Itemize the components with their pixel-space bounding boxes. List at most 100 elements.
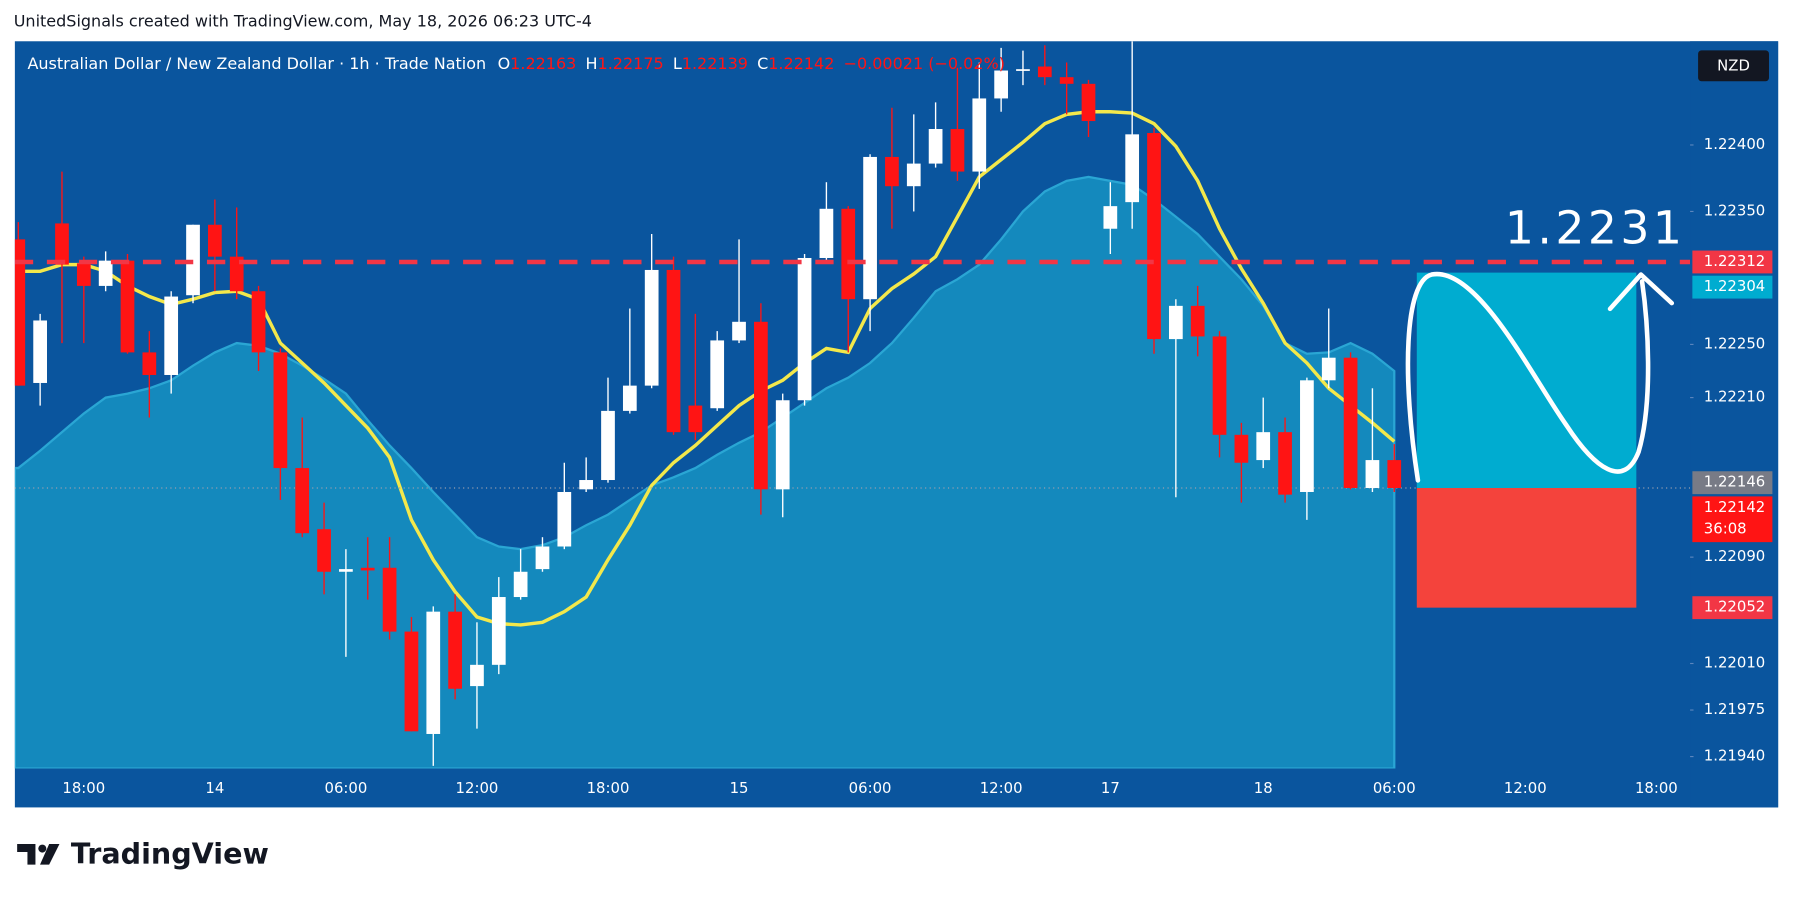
- plot: [14, 41, 1691, 769]
- legend: Australian Dollar / New Zealand Dollar ·…: [27, 54, 1005, 73]
- y-tick-label: 1.22090: [1704, 547, 1765, 565]
- y-tick-label: 1.21940: [1704, 747, 1765, 765]
- candle-body: [950, 129, 965, 172]
- candle-body: [1103, 206, 1118, 229]
- candle-body: [622, 385, 637, 411]
- candle-body: [317, 529, 331, 572]
- x-tick-label: 12:00: [456, 779, 499, 797]
- candle-body: [644, 269, 659, 386]
- legend-title: Australian Dollar / New Zealand Dollar ·…: [27, 54, 486, 73]
- logo-dot: [38, 844, 47, 853]
- x-tick-label: 15: [730, 779, 749, 797]
- y-tick-label: 1.22350: [1704, 201, 1765, 219]
- x-tick-label: 14: [205, 779, 224, 797]
- candle-body: [535, 546, 550, 570]
- candle-body: [1321, 357, 1336, 381]
- candle-body: [1387, 460, 1402, 489]
- candle-body: [1343, 357, 1358, 489]
- x-tick-label: 12:00: [1504, 779, 1547, 797]
- candle-body: [863, 156, 877, 300]
- x-tick-label: 12:00: [980, 779, 1023, 797]
- candle-body: [972, 98, 987, 172]
- legend-key: L: [673, 54, 682, 73]
- candle-body: [295, 468, 310, 534]
- price-axis: [1690, 41, 1779, 808]
- candle-body: [1147, 133, 1161, 340]
- price-label-box: [1692, 596, 1773, 620]
- candle-body: [710, 340, 725, 409]
- x-tick-label: 06:00: [1373, 779, 1416, 797]
- candle-body: [33, 320, 47, 383]
- candle-body: [251, 291, 266, 353]
- candle-body: [1300, 380, 1314, 492]
- x-tick-label: 17: [1101, 779, 1120, 797]
- candle-body: [164, 296, 179, 375]
- candle-body: [1016, 69, 1030, 71]
- price-label: 1.22146: [1704, 473, 1765, 491]
- candle-body: [1256, 432, 1271, 461]
- logo-mark: [40, 844, 60, 865]
- y-tick-label: 1.22250: [1704, 334, 1765, 352]
- candle-body: [1234, 434, 1249, 463]
- candle-body: [470, 664, 484, 687]
- candle-body: [688, 405, 703, 433]
- candle-body: [819, 208, 834, 258]
- candle-body: [142, 352, 157, 375]
- currency: NZD: [1717, 56, 1750, 74]
- logo: TradingView: [17, 836, 269, 870]
- legend-key: H: [585, 54, 597, 73]
- candle-body: [491, 597, 506, 665]
- candle-body: [797, 257, 812, 401]
- candle-body: [754, 321, 768, 490]
- candle-body: [120, 260, 135, 353]
- candle-body: [360, 567, 375, 571]
- candle-body: [1365, 460, 1380, 489]
- candle-body: [579, 480, 594, 490]
- candle-body: [841, 208, 856, 300]
- candle-body: [1037, 66, 1052, 78]
- y-tick-label: 1.21975: [1704, 700, 1765, 718]
- candle-body: [666, 269, 681, 433]
- candle-body: [448, 611, 462, 689]
- target-zone: [1416, 272, 1637, 489]
- price-label: 1.22304: [1704, 277, 1765, 295]
- header: UnitedSignals created with TradingView.c…: [14, 11, 592, 30]
- stop-zone: [1416, 488, 1637, 608]
- annotation: 1.2231: [1505, 202, 1686, 255]
- y-tick-label: 1.22010: [1704, 654, 1765, 672]
- candle-body: [382, 567, 397, 632]
- legend-value: 1.22163: [510, 54, 576, 73]
- candle-body: [1059, 77, 1074, 84]
- logo-mark: [17, 844, 36, 865]
- candle-body: [885, 156, 899, 187]
- legend-value: 1.22175: [598, 54, 664, 73]
- candle-body: [1168, 305, 1183, 340]
- candle-body: [994, 70, 1008, 99]
- price-label: 1.22052: [1704, 598, 1765, 616]
- legend-key: C: [757, 54, 768, 73]
- candle-body: [273, 352, 288, 469]
- candle-body: [426, 611, 441, 734]
- ma-line: [18, 110, 1396, 627]
- price-label: 1.22142: [1704, 498, 1765, 516]
- x-tick-label: 06:00: [849, 779, 892, 797]
- candle-body: [1212, 336, 1227, 435]
- candle-body: [1125, 134, 1140, 203]
- candle-body: [928, 129, 943, 164]
- legend-value: 1.22142: [768, 54, 834, 73]
- candle-body: [229, 256, 244, 292]
- x-tick-label: 18: [1254, 779, 1273, 797]
- x-tick-label: 18:00: [587, 779, 630, 797]
- candle-body: [732, 321, 746, 341]
- candle-body: [906, 163, 921, 187]
- logo-text: TradingView: [71, 836, 269, 870]
- x-tick-label: 18:00: [1635, 779, 1678, 797]
- price-label: 1.22312: [1704, 252, 1765, 270]
- candle-body: [1190, 305, 1205, 337]
- candle-body: [14, 239, 26, 386]
- candle-body: [775, 400, 790, 490]
- candle-body: [55, 223, 69, 265]
- price-label-box: [1692, 275, 1773, 299]
